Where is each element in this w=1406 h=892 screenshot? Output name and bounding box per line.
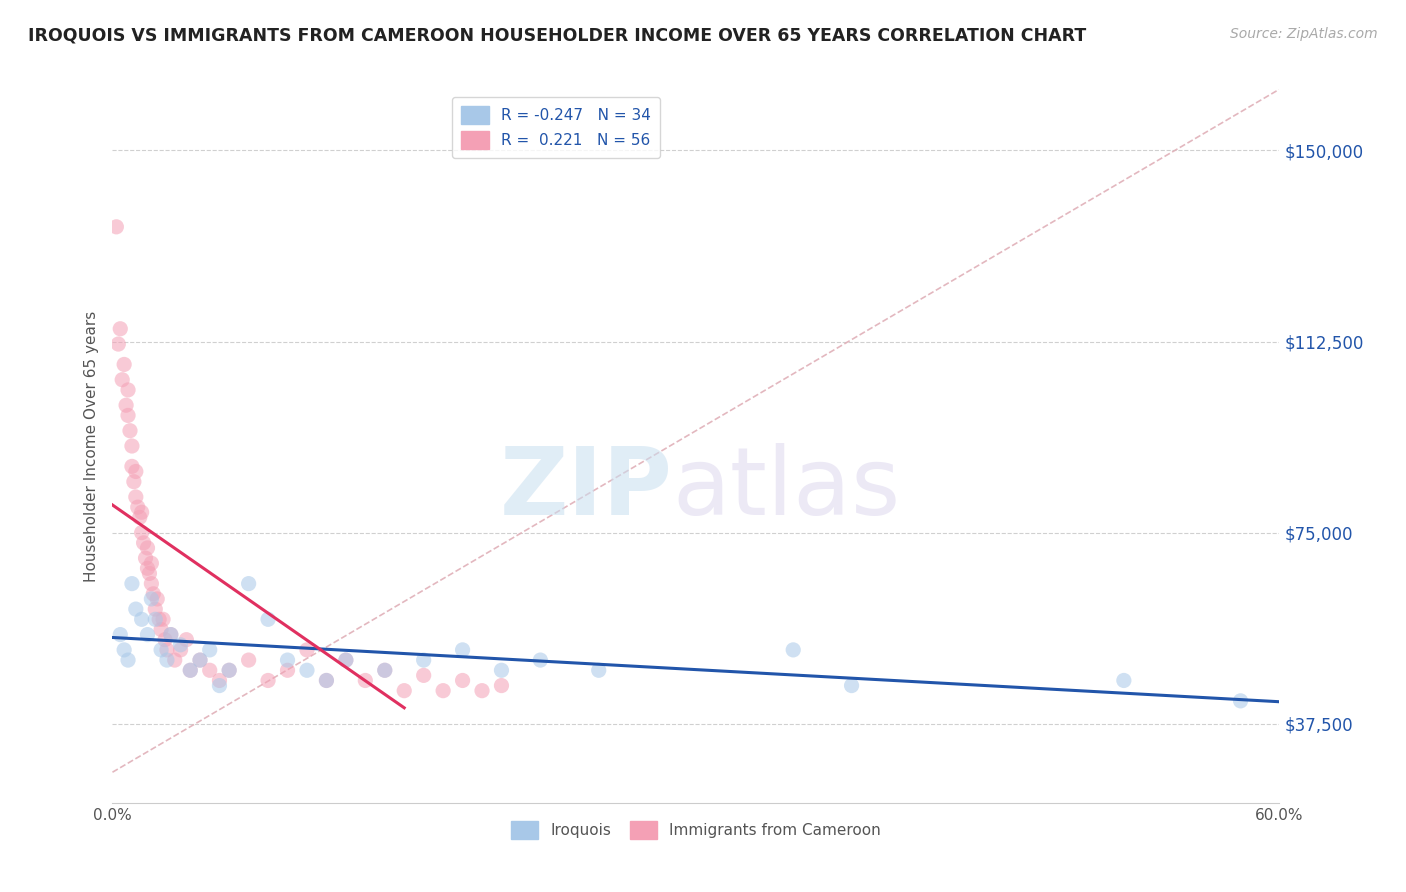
- Point: [141, 556, 163, 570]
- Point: [315, 673, 337, 688]
- Point: [163, 653, 186, 667]
- Point: [125, 490, 148, 504]
- Point: [198, 643, 221, 657]
- Point: [125, 465, 148, 479]
- Point: [412, 668, 434, 682]
- Point: [160, 627, 183, 641]
- Point: [121, 459, 143, 474]
- Point: [238, 576, 260, 591]
- Point: [451, 673, 474, 688]
- Point: [107, 337, 129, 351]
- Point: [295, 643, 318, 657]
- Point: [208, 673, 231, 688]
- Point: [176, 632, 198, 647]
- Point: [131, 612, 153, 626]
- Point: [117, 653, 139, 667]
- Point: [112, 643, 135, 657]
- Point: [257, 612, 280, 626]
- Point: [128, 510, 150, 524]
- Point: [238, 653, 260, 667]
- Point: [1229, 694, 1251, 708]
- Point: [150, 623, 173, 637]
- Point: [132, 536, 155, 550]
- Point: [412, 653, 434, 667]
- Point: [491, 679, 513, 693]
- Point: [117, 409, 139, 423]
- Point: [276, 663, 298, 677]
- Point: [218, 663, 240, 677]
- Point: [152, 612, 174, 626]
- Point: [188, 653, 211, 667]
- Point: [125, 602, 148, 616]
- Point: [112, 358, 135, 372]
- Point: [131, 505, 153, 519]
- Point: [335, 653, 357, 667]
- Point: [146, 591, 169, 606]
- Point: [841, 679, 863, 693]
- Point: [136, 561, 159, 575]
- Point: [153, 632, 176, 647]
- Point: [156, 653, 179, 667]
- Text: Source: ZipAtlas.com: Source: ZipAtlas.com: [1230, 27, 1378, 41]
- Point: [122, 475, 145, 489]
- Point: [374, 663, 396, 677]
- Point: [218, 663, 240, 677]
- Point: [451, 643, 474, 657]
- Point: [1112, 673, 1135, 688]
- Point: [127, 500, 149, 515]
- Point: [295, 663, 318, 677]
- Y-axis label: Householder Income Over 65 years: Householder Income Over 65 years: [83, 310, 98, 582]
- Point: [188, 653, 211, 667]
- Point: [354, 673, 377, 688]
- Point: [141, 591, 163, 606]
- Point: [148, 612, 170, 626]
- Point: [198, 663, 221, 677]
- Legend: Iroquois, Immigrants from Cameroon: Iroquois, Immigrants from Cameroon: [505, 815, 887, 845]
- Point: [374, 663, 396, 677]
- Point: [141, 576, 163, 591]
- Point: [121, 439, 143, 453]
- Point: [118, 424, 141, 438]
- Point: [156, 643, 179, 657]
- Point: [179, 663, 201, 677]
- Point: [110, 627, 132, 641]
- Text: ZIP: ZIP: [499, 442, 672, 535]
- Point: [160, 627, 183, 641]
- Point: [117, 383, 139, 397]
- Point: [136, 627, 159, 641]
- Point: [432, 683, 454, 698]
- Point: [121, 576, 143, 591]
- Point: [143, 602, 166, 616]
- Point: [471, 683, 494, 698]
- Point: [169, 638, 191, 652]
- Point: [588, 663, 610, 677]
- Point: [142, 587, 165, 601]
- Point: [135, 551, 157, 566]
- Point: [136, 541, 159, 555]
- Point: [115, 398, 138, 412]
- Point: [257, 673, 280, 688]
- Point: [179, 663, 201, 677]
- Point: [335, 653, 357, 667]
- Point: [529, 653, 551, 667]
- Point: [143, 612, 166, 626]
- Point: [169, 643, 191, 657]
- Point: [131, 525, 153, 540]
- Text: IROQUOIS VS IMMIGRANTS FROM CAMEROON HOUSEHOLDER INCOME OVER 65 YEARS CORRELATIO: IROQUOIS VS IMMIGRANTS FROM CAMEROON HOU…: [28, 27, 1087, 45]
- Text: atlas: atlas: [672, 442, 901, 535]
- Point: [394, 683, 416, 698]
- Point: [315, 673, 337, 688]
- Point: [208, 679, 231, 693]
- Point: [150, 643, 173, 657]
- Point: [276, 653, 298, 667]
- Point: [110, 322, 132, 336]
- Point: [491, 663, 513, 677]
- Point: [138, 566, 160, 581]
- Point: [111, 373, 134, 387]
- Point: [782, 643, 804, 657]
- Point: [105, 219, 128, 234]
